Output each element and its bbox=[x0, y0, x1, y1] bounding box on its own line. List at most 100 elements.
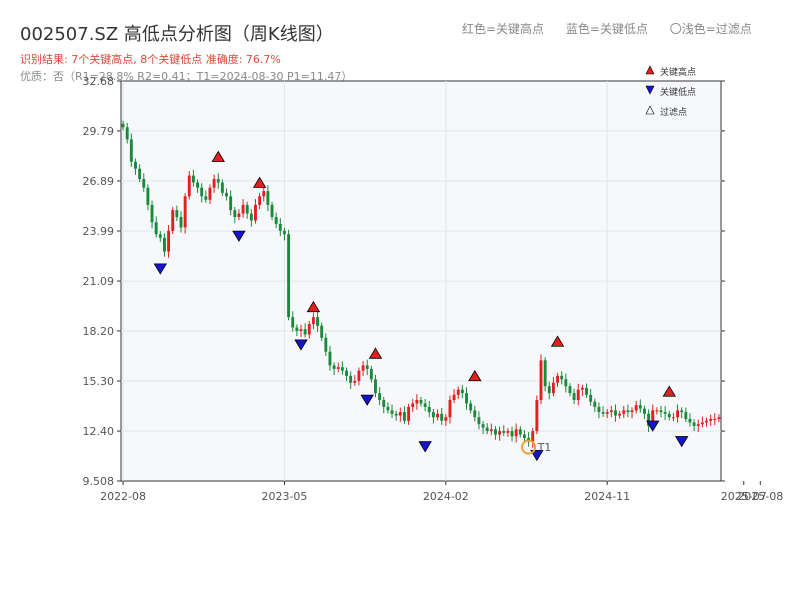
candle-body bbox=[580, 387, 584, 390]
y-tick-label: 23.99 bbox=[83, 225, 115, 238]
candle-body bbox=[539, 360, 543, 401]
top-legend: 红色=关键高点 蓝色=关键低点 〇浅色=过滤点 bbox=[462, 20, 770, 37]
candle-body bbox=[647, 413, 651, 426]
candle-body bbox=[390, 410, 394, 414]
candle-body bbox=[167, 230, 171, 252]
candle-body bbox=[175, 210, 179, 218]
candle-body bbox=[134, 161, 137, 169]
candle-body bbox=[233, 210, 237, 218]
candle-body bbox=[361, 365, 365, 371]
candle-body bbox=[191, 175, 195, 183]
y-tick-label: 15.30 bbox=[83, 375, 115, 388]
candle-body bbox=[415, 400, 419, 404]
x-tick-label: 2025-08 bbox=[737, 490, 783, 503]
candle-body bbox=[700, 422, 704, 425]
candle-body bbox=[287, 234, 291, 318]
candle-body bbox=[241, 204, 245, 214]
candle-body bbox=[229, 196, 233, 211]
result-summary: 识别结果: 7个关键高点, 8个关键低点 准确度: 76.7% bbox=[20, 53, 281, 66]
chart-title: 002507.SZ 高低点分析图（周K线图） bbox=[20, 24, 334, 45]
candle-body bbox=[378, 393, 382, 401]
candle-body bbox=[498, 431, 502, 435]
candle-body bbox=[626, 410, 630, 413]
candle-body bbox=[171, 210, 175, 231]
candle-body bbox=[295, 327, 299, 331]
candle-body bbox=[705, 420, 708, 423]
candle-body bbox=[216, 179, 220, 183]
candle-body bbox=[431, 412, 435, 418]
x-axis: 2022-08 2023-05 2024-02 2024-11 2025-072025-… bbox=[100, 481, 783, 503]
candle-body bbox=[146, 187, 150, 205]
candle-body bbox=[717, 417, 721, 419]
x-tick-label: 2025-07 bbox=[721, 490, 767, 503]
y-tick-label: 26.89 bbox=[83, 175, 115, 188]
candle-body bbox=[357, 370, 361, 382]
candle-body bbox=[556, 375, 559, 383]
key-high-marker bbox=[252, 176, 267, 188]
key-low-marker bbox=[360, 394, 374, 406]
candle-body bbox=[291, 317, 295, 328]
candle-body bbox=[510, 431, 514, 437]
candle-body bbox=[601, 412, 605, 414]
candle-body bbox=[585, 387, 588, 395]
candle-body bbox=[163, 237, 166, 252]
candle-body bbox=[535, 400, 539, 432]
candle-body bbox=[336, 367, 340, 369]
y-tick-label: 21.09 bbox=[83, 275, 115, 288]
key-high-marker bbox=[306, 300, 321, 313]
candle-body bbox=[324, 337, 328, 352]
candle-body bbox=[212, 179, 216, 188]
candle-body bbox=[349, 375, 353, 383]
candle-body bbox=[518, 429, 522, 435]
candle-body bbox=[320, 325, 324, 338]
key-low-marker bbox=[294, 339, 308, 351]
candle-body bbox=[692, 422, 696, 426]
candle-body bbox=[303, 329, 307, 335]
key-high-marker bbox=[468, 369, 482, 382]
candle-body bbox=[142, 179, 146, 188]
candle-body bbox=[150, 204, 154, 223]
candle-body bbox=[423, 403, 427, 407]
candle-body bbox=[345, 370, 348, 376]
candle-body bbox=[667, 413, 671, 418]
candle-body bbox=[386, 406, 390, 411]
candle-body bbox=[316, 317, 319, 326]
candle-body bbox=[374, 379, 377, 394]
candle-body bbox=[593, 401, 597, 407]
candle-body bbox=[485, 427, 489, 432]
candle-body bbox=[411, 403, 415, 407]
candle-body bbox=[597, 406, 601, 413]
candle-body bbox=[332, 365, 336, 369]
key-low-marker bbox=[674, 436, 689, 448]
candle-body bbox=[543, 360, 547, 387]
candle-body bbox=[547, 386, 551, 394]
candle-body bbox=[643, 408, 646, 414]
marker-legend: 关键高点 关键低点 过滤点 bbox=[645, 65, 696, 118]
legend-high-icon bbox=[645, 65, 655, 75]
candle-body bbox=[398, 412, 402, 416]
candle-body bbox=[307, 324, 311, 335]
candle-body bbox=[589, 394, 593, 402]
candles bbox=[121, 120, 721, 448]
markers: T1 bbox=[153, 150, 689, 462]
candle-body bbox=[671, 417, 675, 419]
legend-high-label: 关键高点 bbox=[660, 66, 696, 78]
candle-body bbox=[531, 431, 535, 442]
candle-body bbox=[618, 413, 622, 416]
legend-blue-text: 蓝色=关键低点 bbox=[565, 22, 648, 36]
filtered-point-label: T1 bbox=[537, 441, 552, 454]
candle-body bbox=[121, 123, 125, 128]
candle-body bbox=[460, 389, 464, 394]
key-high-marker bbox=[211, 150, 225, 162]
key-high-marker bbox=[368, 347, 383, 359]
candle-body bbox=[278, 223, 282, 231]
candle-body bbox=[506, 431, 510, 433]
candle-body bbox=[465, 393, 468, 404]
candle-body bbox=[709, 418, 713, 421]
candle-body bbox=[225, 192, 228, 197]
candle-body bbox=[494, 429, 497, 435]
candle-body bbox=[655, 410, 659, 412]
candle-body bbox=[328, 351, 332, 366]
candle-body bbox=[713, 418, 717, 420]
candle-body bbox=[659, 410, 663, 413]
